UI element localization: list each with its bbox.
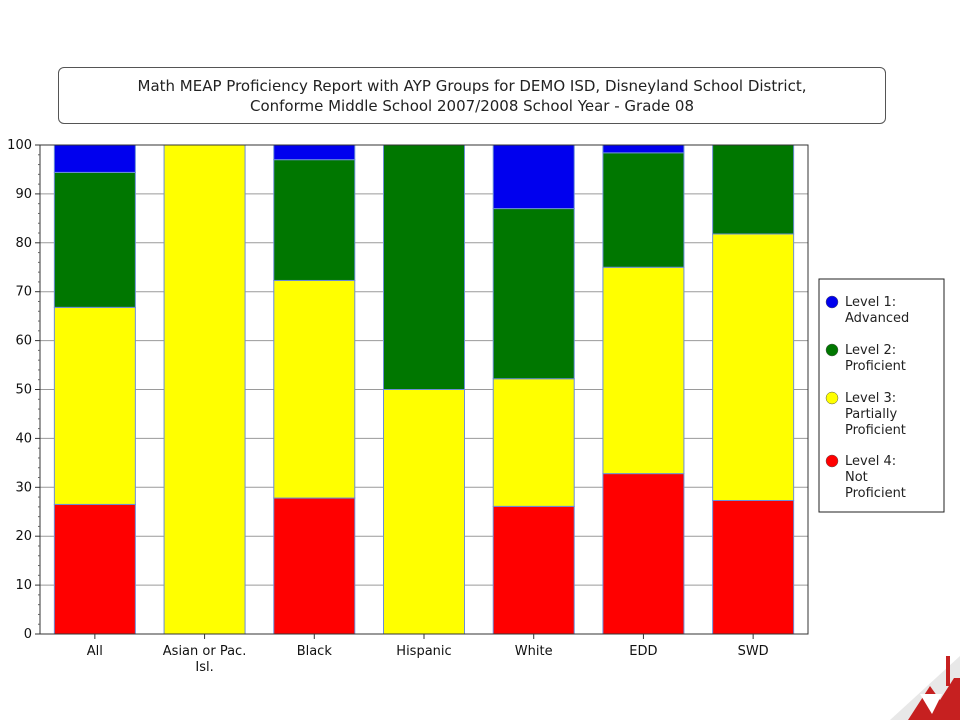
chart-title: Math MEAP Proficiency Report with AYP Gr… [58,67,886,124]
x-tick-label: All [87,644,103,659]
y-tick-label: 20 [15,529,32,544]
bar-segment-6-1 [712,233,795,502]
bar-segment-2-1 [273,279,356,499]
legend-label: Not [845,470,868,485]
y-tick-label: 40 [15,431,32,446]
x-tick-label: Hispanic [396,644,451,659]
x-tick-label: Black [297,644,333,659]
x-tick-label: EDD [629,644,657,659]
bar-segment-3-1 [383,389,465,635]
legend-label: Level 4: [845,454,896,469]
bar-segment-0-2 [53,171,136,308]
chart-title-line-2: Conforme Middle School 2007/2008 School … [249,96,695,115]
y-tick-label: 80 [15,236,32,251]
legend-label: Proficient [845,423,906,438]
bar-segment-0-1 [53,306,136,505]
bar-segment-6-2 [712,144,795,235]
y-tick-label: 0 [24,627,32,642]
y-tick-label: 10 [15,578,32,593]
legend-marker-2 [825,343,839,357]
x-axis: All Asian or Pac.Isl. Black Hispanic White ED… [87,634,769,675]
bars [53,144,795,635]
legend-label: Level 2: [845,343,896,358]
bar-segment-4-0 [492,505,575,635]
bar-segment-3-2 [383,144,465,390]
legend-marker-3 [825,295,839,309]
legend-label: Partially [845,407,897,422]
bar-segment-0-0 [53,503,136,635]
y-axis: 0 10 20 30 40 50 60 70 80 90 100 [7,138,40,642]
y-tick-label: 50 [15,383,32,398]
legend-label: Proficient [845,486,906,501]
x-tick-label: Isl. [195,660,213,675]
legend-label: Level 1: [845,295,896,310]
bar-segment-5-3 [602,144,685,154]
bar-segment-4-2 [492,208,575,380]
bar-segment-2-0 [273,497,356,635]
bar-segment-4-1 [492,378,575,507]
legend-label: Level 3: [845,391,896,406]
bar-segment-5-0 [602,473,685,635]
bar-segment-1-1 [163,144,246,635]
legend-label: Proficient [845,359,906,374]
x-tick-label: Asian or Pac. [163,644,247,659]
bar-segment-2-2 [273,159,356,281]
bar-segment-5-2 [602,152,685,268]
x-tick-label: SWD [738,644,769,659]
bar-segment-5-1 [602,266,685,475]
legend-box [818,278,945,513]
bar-segment-0-3 [53,144,136,173]
y-tick-label: 100 [7,138,32,153]
corner-logo-icon [890,656,960,720]
y-tick-label: 90 [15,187,32,202]
bar-segment-6-0 [712,500,795,635]
bar-segment-4-3 [492,144,575,210]
bar-segment-2-3 [273,144,356,161]
x-tick-label: White [515,644,553,659]
y-tick-label: 60 [15,334,32,349]
legend-marker-1 [825,391,839,405]
legend-label: Advanced [845,311,909,326]
y-tick-label: 70 [15,285,32,300]
legend-marker-0 [825,454,839,468]
chart-title-line-1: Math MEAP Proficiency Report with AYP Gr… [137,76,807,95]
y-tick-label: 30 [15,480,32,495]
